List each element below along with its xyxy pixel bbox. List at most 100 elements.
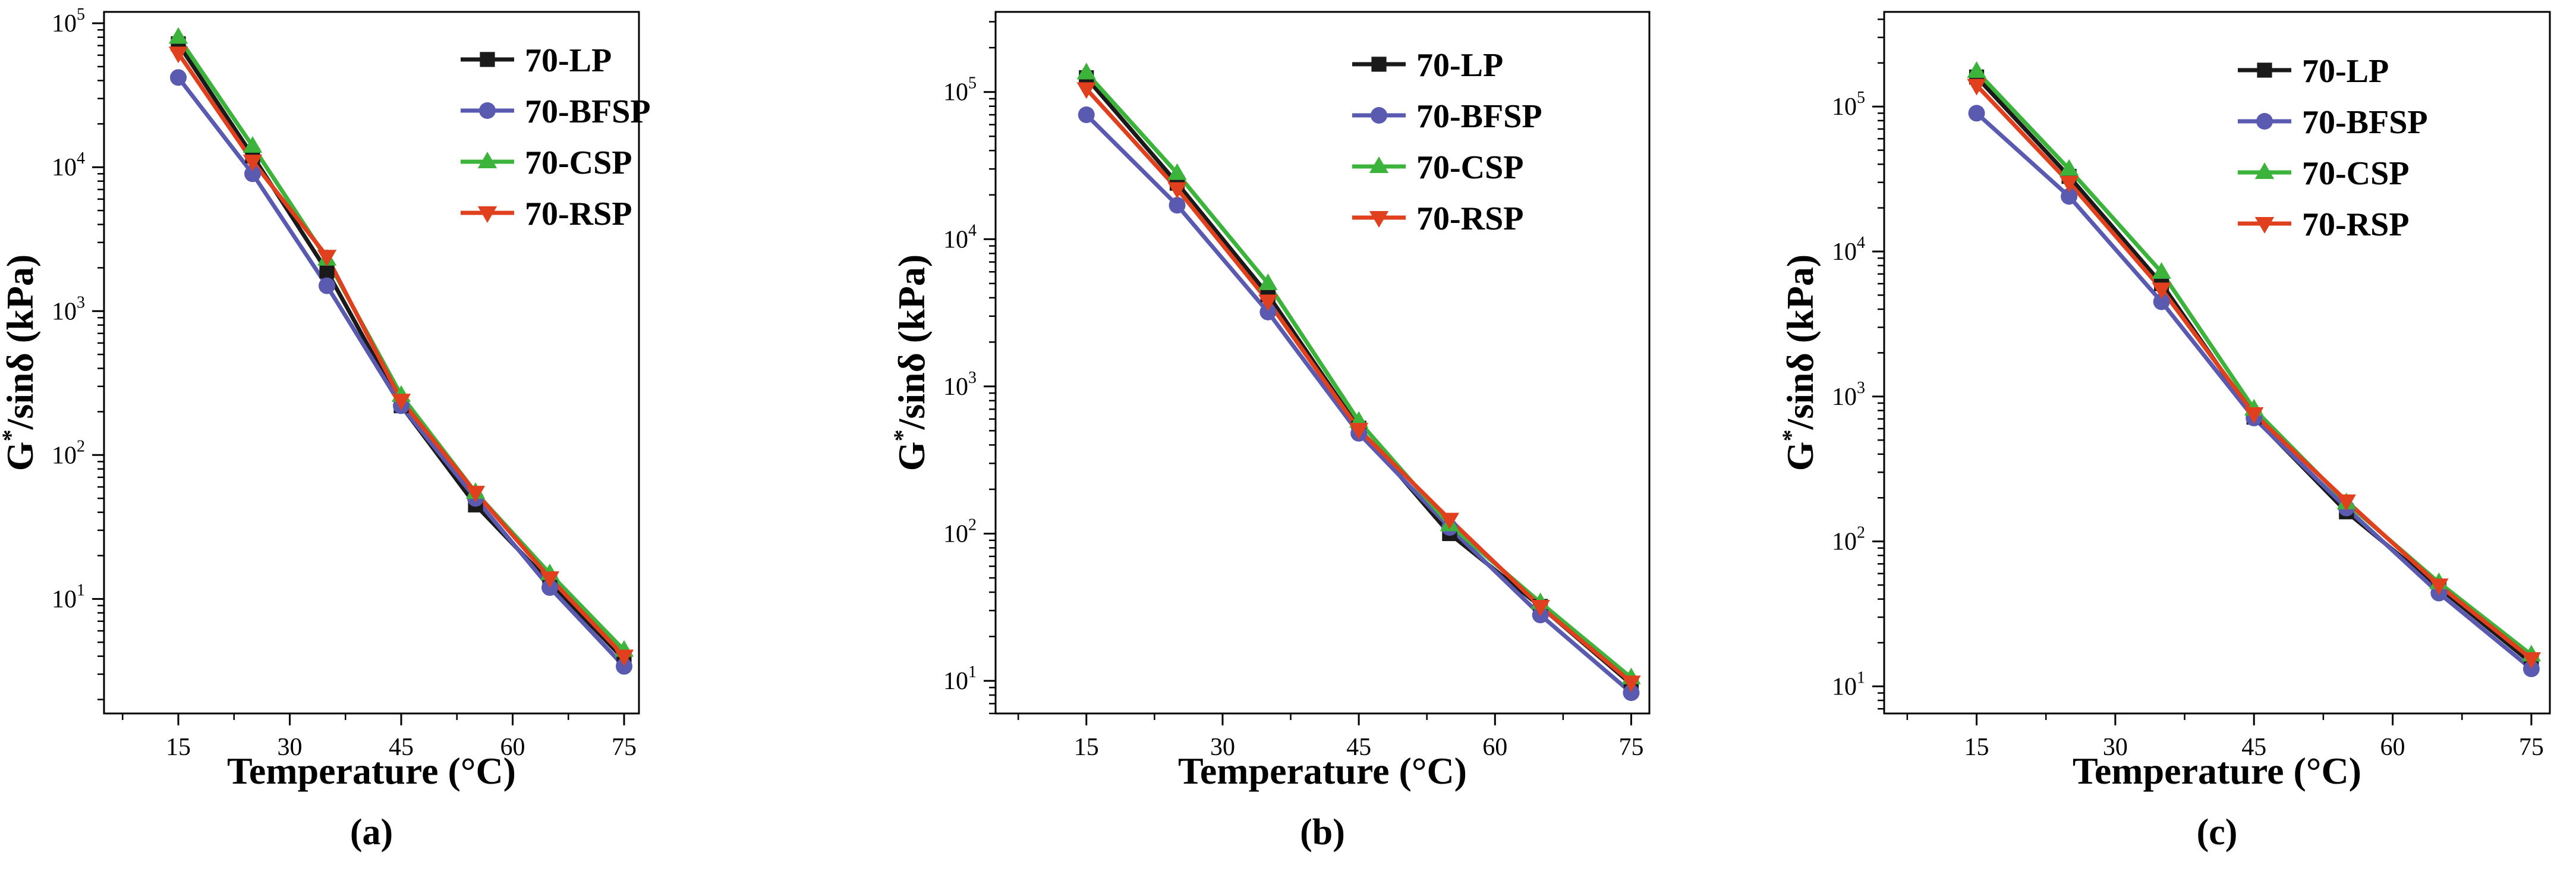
y-tick-label: 102	[943, 515, 977, 548]
series-line-70-BFSP	[1975, 111, 2533, 671]
data-point-70-BFSP	[616, 658, 632, 675]
data-point-70-RSP	[317, 250, 337, 267]
data-point-70-BFSP	[1169, 197, 1186, 214]
legend-marker-70-CSP	[2254, 162, 2275, 180]
x-axis-title: Temperature (°C)	[2073, 750, 2361, 792]
legend-label-70-CSP: 70-CSP	[525, 144, 632, 181]
data-point-70-RSP	[1440, 513, 1460, 530]
x-tick-label: 60	[500, 734, 525, 761]
data-point-70-BFSP	[244, 165, 261, 183]
x-tick-label: 60	[2380, 734, 2405, 761]
legend-marker-70-BFSP	[1371, 107, 1387, 124]
panel-label: (c)	[2197, 812, 2238, 853]
panel-3: 15 30 45 60 75 101 102 103 104 105 Temperature (°C…	[1777, 11, 2551, 853]
data-point-70-RSP	[1076, 82, 1096, 99]
legend-label-70-BFSP: 70-BFSP	[1416, 98, 1542, 135]
data-point-70-RSP	[1167, 182, 1187, 199]
x-tick-label: 30	[1210, 734, 1235, 761]
legend-label-70-RSP: 70-RSP	[525, 196, 632, 232]
data-point-70-RSP	[1531, 599, 1550, 617]
data-point-70-RSP	[2152, 282, 2171, 300]
legend-marker-70-CSP	[1369, 156, 1389, 174]
x-tick-label: 15	[166, 734, 191, 761]
legend-marker-70-BFSP	[479, 102, 496, 119]
data-point-70-RSP	[1258, 294, 1278, 312]
data-point-70-RSP	[2059, 175, 2079, 193]
y-tick-label: 105	[1832, 89, 1865, 121]
x-tick-label: 30	[2103, 734, 2128, 761]
legend-label-70-CSP: 70-CSP	[2302, 155, 2409, 192]
x-tick-label: 30	[278, 734, 303, 761]
data-point-70-RSP	[168, 46, 188, 64]
y-tick-label: 102	[52, 437, 85, 469]
data-point-70-RSP	[2429, 578, 2449, 595]
x-tick-label: 45	[2241, 734, 2266, 761]
data-point-70-RSP	[1967, 78, 1986, 96]
legend-marker-70-RSP	[1369, 210, 1389, 228]
plot-frame-1	[103, 11, 640, 715]
legend-label-70-BFSP: 70-BFSP	[525, 93, 651, 130]
data-point-70-BFSP	[2523, 660, 2540, 677]
legend-label-70-LP: 70-LP	[525, 42, 612, 79]
x-tick-label: 75	[2519, 734, 2544, 761]
data-point-70-BFSP	[2153, 293, 2170, 310]
legend-marker-70-LP	[1371, 56, 1387, 72]
data-point-70-CSP	[243, 136, 263, 153]
series-line-70-CSP	[1085, 71, 1633, 680]
y-tick-label: 101	[52, 581, 85, 613]
legend-marker-70-RSP	[477, 206, 497, 223]
data-point-70-RSP	[2521, 652, 2542, 669]
y-tick-label: 104	[52, 149, 85, 181]
legend-1: 70-LP 70-BFSP 70-CSP 70-RSP	[461, 42, 651, 232]
data-point-70-RSP	[243, 155, 263, 172]
data-point-70-CSP	[1258, 273, 1278, 290]
data-point-70-BFSP	[170, 69, 187, 86]
data-point-70-BFSP	[1623, 684, 1640, 702]
y-tick-label: 104	[1832, 234, 1865, 266]
y-tick-label: 103	[52, 293, 85, 325]
y-tick-label: 101	[943, 663, 977, 695]
y-tick-label: 103	[1832, 379, 1865, 411]
legend-label-70-LP: 70-LP	[1416, 47, 1503, 84]
x-axis-title: Temperature (°C)	[1178, 750, 1467, 792]
legend-label-70-RSP: 70-RSP	[1416, 200, 1523, 237]
data-point-70-CSP	[1167, 163, 1187, 180]
data-point-70-CSP	[2059, 159, 2079, 176]
legend-label-70-RSP: 70-RSP	[2302, 206, 2409, 243]
data-point-70-CSP	[168, 27, 188, 44]
panel-label: (b)	[1300, 812, 1345, 853]
x-tick-label: 15	[1074, 734, 1099, 761]
y-axis-title: G*/sinδ (kPa)	[0, 254, 41, 471]
y-tick-label: 104	[943, 221, 977, 253]
y-tick-label: 105	[52, 5, 85, 37]
legend-marker-70-BFSP	[2256, 113, 2273, 130]
series-line-70-CSP	[1975, 70, 2533, 657]
data-point-70-RSP	[391, 394, 411, 411]
legend-marker-70-RSP	[2254, 216, 2275, 234]
x-axis-title: Temperature (°C)	[227, 750, 516, 792]
legend-2: 70-LP 70-BFSP 70-CSP 70-RSP	[1352, 47, 1542, 237]
data-point-70-RSP	[2336, 494, 2356, 511]
x-tick-label: 75	[612, 734, 637, 761]
x-tick-label: 60	[1482, 734, 1507, 761]
y-tick-label: 105	[943, 74, 977, 106]
data-point-70-BFSP	[1968, 105, 1985, 122]
data-point-70-CSP	[1967, 61, 1986, 78]
data-point-70-BFSP	[1078, 106, 1095, 124]
x-tick-label: 45	[1346, 734, 1371, 761]
y-axis-title: G*/sinδ (kPa)	[1777, 254, 1821, 471]
legend-label-70-CSP: 70-CSP	[1416, 149, 1523, 186]
legend-marker-70-LP	[2257, 62, 2272, 78]
x-tick-label: 45	[389, 734, 414, 761]
data-point-70-RSP	[540, 571, 560, 588]
panel-1: 15 30 45 60 75 101 102 103 104 105 Temperature (°C…	[0, 5, 651, 853]
y-axis-title: G*/sinδ (kPa)	[889, 254, 933, 471]
y-tick-label: 102	[1832, 524, 1865, 556]
data-point-70-RSP	[614, 649, 634, 666]
data-point-70-RSP	[2244, 407, 2264, 424]
plot-frame-3	[1883, 11, 2551, 715]
series-line-70-LP	[1085, 76, 1633, 686]
data-point-70-CSP	[1076, 62, 1096, 80]
data-point-70-RSP	[1621, 675, 1641, 693]
legend-label-70-LP: 70-LP	[2302, 53, 2389, 90]
